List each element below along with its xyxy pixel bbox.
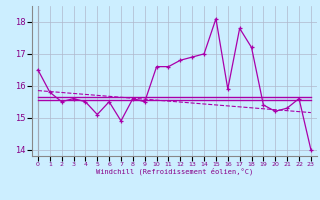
X-axis label: Windchill (Refroidissement éolien,°C): Windchill (Refroidissement éolien,°C) (96, 168, 253, 175)
